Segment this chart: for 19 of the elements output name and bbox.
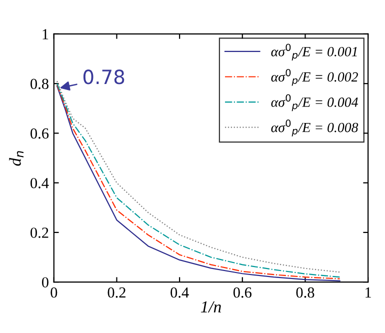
legend-label: ασ$^{0}$$_{p}$/E = 0.008 <box>271 120 358 136</box>
legend-label: ασ$^{0}$$_{p}$/E = 0.001 <box>271 44 357 61</box>
x-tick-label: 0.4 <box>170 287 189 298</box>
x-tick-label: 0.2 <box>108 287 126 298</box>
y-tick-label: 0.4 <box>30 178 49 188</box>
y-tick-label: 0.2 <box>30 228 48 238</box>
y-axis-title: d$_{n}$ <box>9 151 24 166</box>
y-tick-label: 0.8 <box>30 78 48 90</box>
x-tick-label: 0.6 <box>233 287 252 298</box>
legend-label: ασ$^{0}$$_{p}$/E = 0.002 <box>271 68 358 86</box>
y-tick-label: 0 <box>42 277 48 288</box>
x-tick-label: 1 <box>366 287 371 298</box>
annotation: 0.78 <box>83 70 124 84</box>
x-tick-label: 0.8 <box>296 287 314 298</box>
y-tick-label: 1 <box>42 29 48 40</box>
x-tick-label: 0 <box>50 287 58 298</box>
y-tick-label: 0.6 <box>30 128 49 139</box>
x-axis-title: 1/n <box>200 301 221 312</box>
legend-label: ασ$^{0}$$_{p}$/E = 0.004 <box>271 94 358 112</box>
